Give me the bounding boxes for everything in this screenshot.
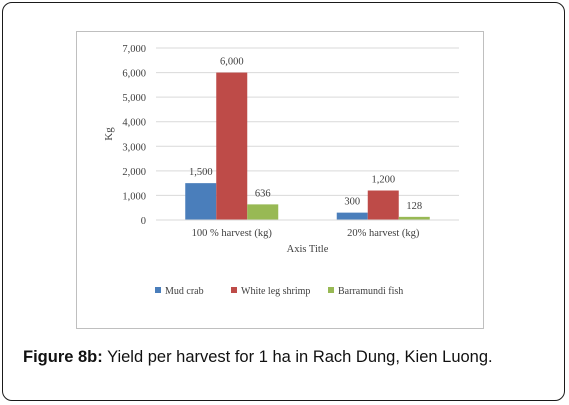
data-label: 636 <box>255 188 271 199</box>
bar <box>216 72 248 220</box>
bar <box>367 190 399 220</box>
data-label: 1,500 <box>189 167 213 178</box>
y-tick-label: 3,000 <box>122 142 146 153</box>
legend-swatch <box>328 287 334 293</box>
y-tick-label: 1,000 <box>122 191 146 202</box>
y-tick-label: 0 <box>141 216 146 227</box>
bar <box>247 204 279 220</box>
legend-label: Barramundi fish <box>338 286 403 297</box>
caption-text: Yield per harvest for 1 ha in Rach Dung,… <box>107 348 493 366</box>
legend-label: Mud crab <box>165 286 204 297</box>
legend-swatch <box>231 287 237 293</box>
data-label: 6,000 <box>220 57 244 68</box>
figure-frame: 0 1,000 2,000 3,000 4,000 5,000 6,000 7,000 Kg 1,… <box>2 2 565 401</box>
bar <box>336 212 368 220</box>
bar <box>398 216 430 220</box>
y-tick-label: 4,000 <box>122 118 146 129</box>
x-axis-title: Axis Title <box>287 244 329 255</box>
legend-swatch <box>155 287 161 293</box>
x-tick-label: 20% harvest (kg) <box>347 228 420 239</box>
data-label: 300 <box>344 197 360 208</box>
legend-label: White leg shrimp <box>241 286 310 297</box>
x-tick-label: 100 % harvest (kg) <box>192 228 273 239</box>
bar-chart: 0 1,000 2,000 3,000 4,000 5,000 6,000 7,000 Kg 1,… <box>103 44 459 297</box>
y-tick-label: 6,000 <box>122 69 146 80</box>
figure-caption: Figure 8b: Yield per harvest for 1 ha in… <box>23 348 553 367</box>
y-tick-label: 5,000 <box>122 93 146 104</box>
y-axis-title: Kg <box>103 127 115 141</box>
data-label: 1,200 <box>371 175 395 186</box>
y-tick-label: 2,000 <box>122 167 146 178</box>
caption-label: Figure 8b: <box>23 348 103 366</box>
chart-area: 0 1,000 2,000 3,000 4,000 5,000 6,000 7,000 Kg 1,… <box>76 31 484 329</box>
bar <box>185 183 217 220</box>
data-label: 128 <box>406 201 422 212</box>
y-tick-label: 7,000 <box>122 44 146 55</box>
